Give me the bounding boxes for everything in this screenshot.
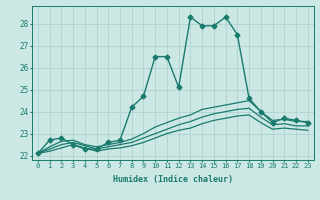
X-axis label: Humidex (Indice chaleur): Humidex (Indice chaleur) — [113, 175, 233, 184]
